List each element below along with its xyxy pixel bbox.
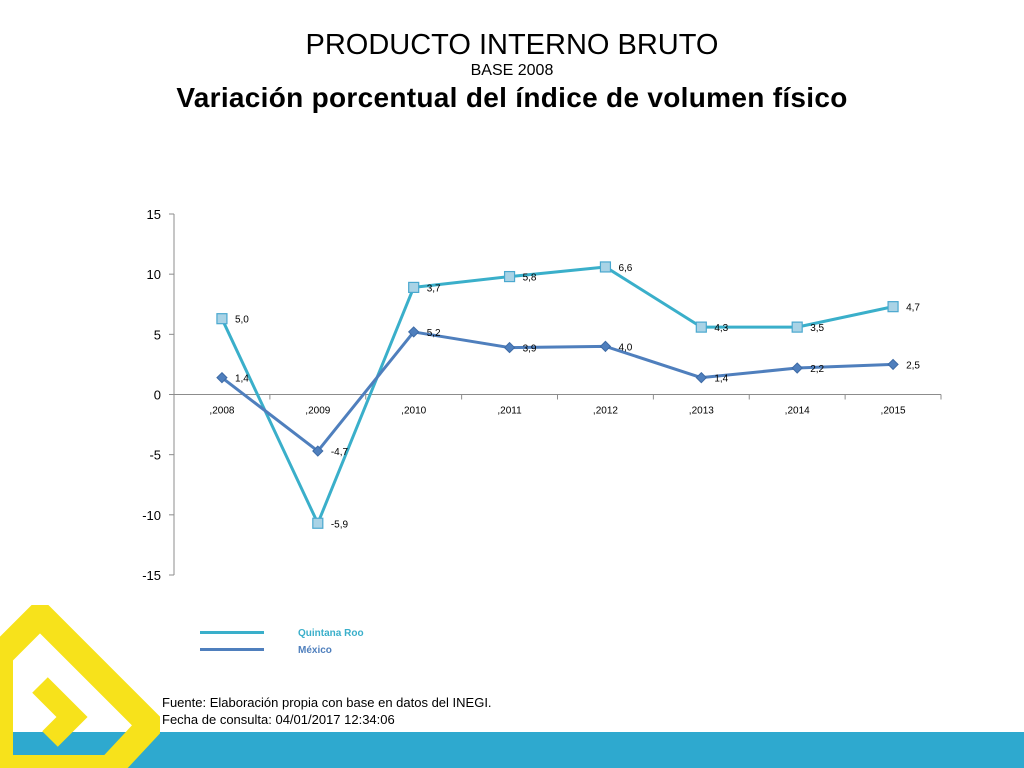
source-line: Fuente: Elaboración propia con base en d… (162, 695, 492, 710)
page-title: PRODUCTO INTERNO BRUTO (305, 29, 719, 61)
data-label: 3,9 (523, 344, 537, 355)
x-tick-label: ,2010 (401, 406, 426, 417)
y-tick-label: -5 (149, 448, 161, 463)
logo-icon (0, 605, 160, 768)
x-tick-label: ,2012 (593, 406, 618, 417)
data-point (791, 321, 803, 333)
x-tick-label: ,2014 (785, 406, 810, 417)
data-point (887, 358, 899, 371)
source-note: Fuente: Elaboración propia con base en d… (162, 694, 492, 728)
x-tick-label: ,2011 (497, 406, 522, 417)
x-tick-label: ,2009 (305, 406, 330, 417)
data-label: 4,3 (714, 323, 728, 334)
data-point (791, 362, 803, 374)
title-block: PRODUCTO INTERNO BRUTO BASE 2008 Variaci… (0, 28, 1024, 116)
data-label: 3,5 (810, 323, 824, 334)
data-point (599, 261, 612, 273)
y-tick-label: 15 (147, 207, 161, 222)
data-label: 5,8 (523, 273, 537, 284)
data-label: 1,4 (714, 374, 728, 385)
series-line-quintana-roo (220, 265, 894, 525)
data-point (599, 340, 612, 353)
data-point (407, 326, 420, 338)
y-tick-label: 5 (154, 327, 161, 342)
data-point (312, 517, 324, 529)
data-label: -5,9 (331, 519, 349, 530)
y-tick-label: 10 (147, 267, 161, 282)
x-tick-label: ,2015 (881, 406, 906, 417)
data-label: 6,6 (618, 263, 632, 274)
legend: Quintana Roo México (200, 628, 500, 668)
data-point (216, 313, 228, 325)
data-label: 4,0 (618, 342, 632, 353)
bottom-band (0, 732, 1024, 768)
data-point (216, 371, 228, 384)
y-tick-label: 0 (154, 388, 161, 403)
series-line-mexico (221, 330, 894, 453)
legend-label-mexico: México (298, 645, 332, 656)
data-point (503, 270, 516, 283)
data-label: 4,7 (906, 303, 920, 314)
x-tick-label: ,2008 (209, 406, 234, 417)
data-label: 3,7 (427, 283, 441, 294)
data-point (312, 445, 324, 457)
data-point (503, 341, 516, 354)
chart-title: Variación porcentual del índice de volum… (176, 82, 848, 113)
consultation-date: Fecha de consulta: 04/01/2017 12:34:06 (162, 712, 395, 727)
legend-swatch-mexico (200, 648, 264, 651)
data-label: 2,2 (810, 364, 824, 375)
y-tick-label: -10 (142, 508, 161, 523)
data-label: -4,7 (331, 447, 349, 458)
page-subtitle: BASE 2008 (470, 62, 554, 79)
x-tick-label: ,2013 (689, 406, 714, 417)
data-point (887, 301, 899, 313)
legend-swatch-quintana-roo (200, 631, 264, 634)
data-point (408, 281, 420, 294)
data-label: 5,0 (235, 315, 249, 326)
y-tick-label: -15 (142, 568, 161, 583)
data-point (695, 371, 708, 384)
data-label: 1,4 (235, 374, 249, 385)
legend-label-quintana-roo: Quintana Roo (298, 628, 364, 639)
data-label: 5,2 (427, 328, 441, 339)
data-label: 2,5 (906, 360, 920, 371)
data-point (695, 321, 707, 333)
